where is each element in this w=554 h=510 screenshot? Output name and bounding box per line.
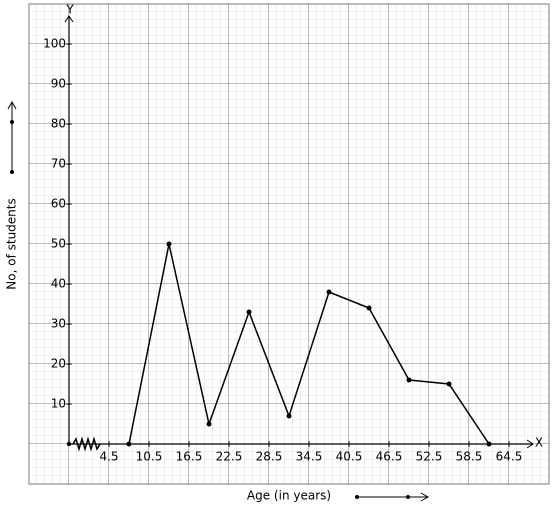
data-point xyxy=(486,441,492,447)
y-tick-label: 70 xyxy=(51,157,66,171)
y-axis-label: No, of students xyxy=(5,198,19,289)
data-point xyxy=(246,309,252,315)
x-tick-label: 10.5 xyxy=(136,450,163,464)
y-tick-label: 30 xyxy=(51,317,66,331)
x-direction-arrow xyxy=(355,492,430,502)
data-point xyxy=(406,377,412,383)
y-axis-letter: Y xyxy=(65,3,74,17)
x-tick-label: 16.5 xyxy=(176,450,203,464)
x-axis-letter: X xyxy=(535,436,543,450)
y-tick-label: 50 xyxy=(51,237,66,251)
y-tick-label: 90 xyxy=(51,77,66,91)
data-point xyxy=(326,289,332,295)
data-point xyxy=(166,241,172,247)
data-point xyxy=(286,413,292,419)
y-tick-label: 60 xyxy=(51,197,66,211)
x-tick-label: 52.5 xyxy=(416,450,443,464)
y-tick-label: 10 xyxy=(51,397,66,411)
x-tick-label: 64.5 xyxy=(496,450,523,464)
y-tick-label: 80 xyxy=(51,117,66,131)
graph-paper-major xyxy=(28,3,550,485)
axis-break xyxy=(72,436,101,452)
x-tick-label: 34.5 xyxy=(296,450,323,464)
data-point xyxy=(366,305,372,311)
data-point xyxy=(206,421,212,427)
data-point xyxy=(446,381,452,387)
y-tick-label: 40 xyxy=(51,277,66,291)
x-axis-arrow xyxy=(526,439,534,449)
y-direction-arrow xyxy=(7,100,17,174)
data-point xyxy=(126,441,132,447)
x-tick-label: 28.5 xyxy=(256,450,283,464)
y-tick-label: 20 xyxy=(51,357,66,371)
origin-dot xyxy=(66,441,72,447)
x-tick-label: 58.5 xyxy=(456,450,483,464)
x-tick-label: 40.5 xyxy=(336,450,363,464)
x-axis-label: Age (in years) xyxy=(247,489,331,503)
data-line xyxy=(128,243,490,445)
x-tick-label: 4.5 xyxy=(99,450,118,464)
x-tick-label: 22.5 xyxy=(216,450,243,464)
y-tick-label: 100 xyxy=(43,37,66,51)
x-tick-label: 46.5 xyxy=(376,450,403,464)
y-axis-arrow xyxy=(64,15,74,23)
